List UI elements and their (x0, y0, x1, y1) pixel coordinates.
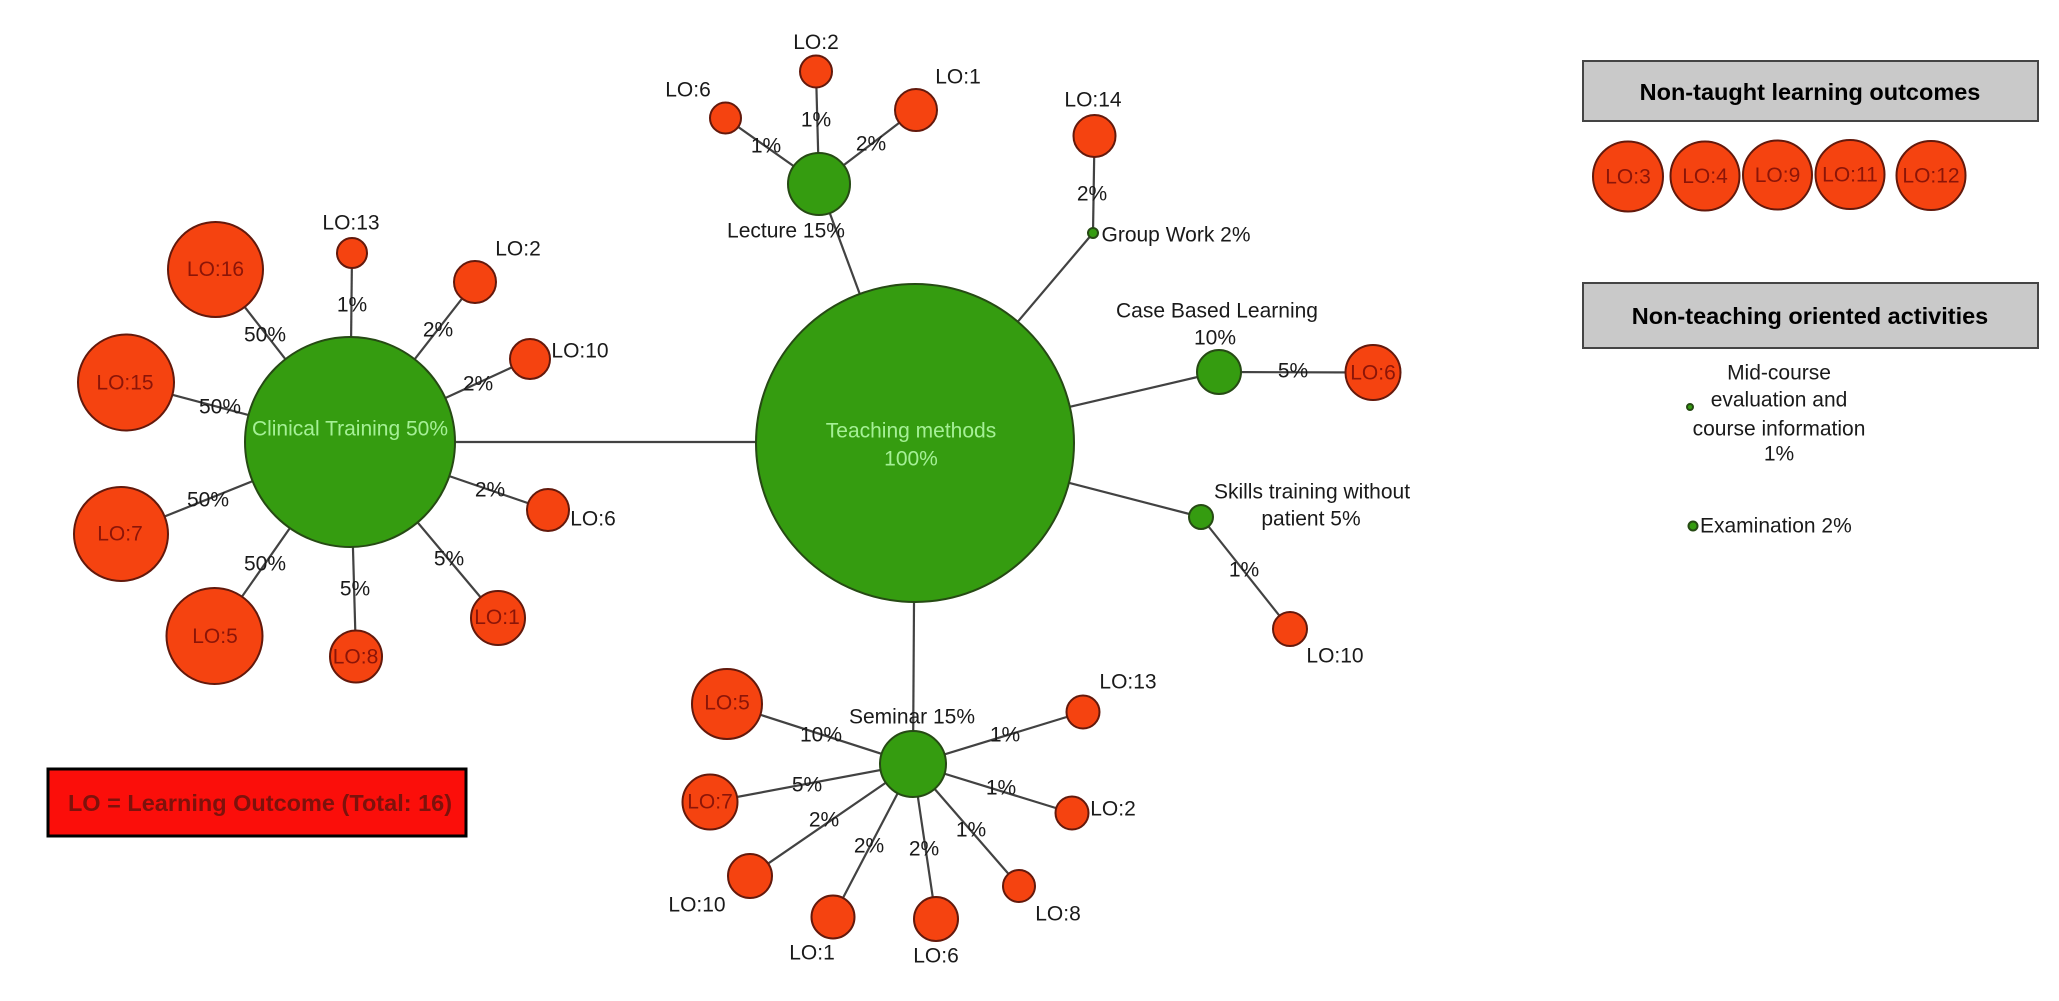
svg-text:1%: 1% (1229, 559, 1259, 582)
svg-text:Non-teaching oriented activiti: Non-teaching oriented activities (1632, 303, 1988, 329)
svg-text:LO:5: LO:5 (704, 692, 750, 715)
svg-text:Non-taught learning outcomes: Non-taught learning outcomes (1640, 79, 1981, 105)
svg-text:LO = Learning Outcome (Total:: LO = Learning Outcome (Total: 16) (68, 790, 452, 816)
svg-text:Seminar 15%: Seminar 15% (849, 706, 975, 729)
svg-text:2%: 2% (809, 809, 839, 832)
svg-text:LO:3: LO:3 (1605, 166, 1651, 189)
svg-text:LO:6: LO:6 (665, 79, 711, 102)
svg-text:LO:6: LO:6 (570, 508, 616, 531)
svg-text:Case Based Learning: Case Based Learning (1116, 300, 1318, 323)
svg-text:2%: 2% (909, 838, 939, 861)
svg-text:LO:10: LO:10 (551, 340, 608, 363)
svg-text:course information: course information (1693, 418, 1866, 441)
svg-text:10%: 10% (800, 724, 842, 747)
svg-text:2%: 2% (1077, 183, 1107, 206)
svg-text:2%: 2% (854, 835, 884, 858)
svg-text:LO:7: LO:7 (97, 523, 143, 546)
svg-text:5%: 5% (340, 578, 370, 601)
svg-text:LO:8: LO:8 (1035, 903, 1081, 926)
svg-text:LO:2: LO:2 (793, 31, 839, 54)
svg-text:evaluation and: evaluation and (1711, 389, 1848, 412)
svg-text:LO:6: LO:6 (1350, 362, 1396, 385)
svg-text:Teaching methods: Teaching methods (826, 420, 996, 443)
svg-text:5%: 5% (1278, 360, 1308, 383)
svg-text:2%: 2% (423, 319, 453, 342)
svg-text:LO:5: LO:5 (192, 625, 238, 648)
svg-text:Examination 2%: Examination 2% (1700, 515, 1852, 538)
svg-text:50%: 50% (187, 489, 229, 512)
svg-text:100%: 100% (884, 448, 938, 471)
svg-text:5%: 5% (434, 548, 464, 571)
svg-text:1%: 1% (751, 135, 781, 158)
svg-text:LO:9: LO:9 (1755, 164, 1801, 187)
svg-text:1%: 1% (956, 819, 986, 842)
svg-text:LO:1: LO:1 (935, 66, 981, 89)
svg-text:LO:10: LO:10 (668, 894, 725, 917)
svg-text:patient 5%: patient 5% (1261, 508, 1360, 531)
svg-text:LO:13: LO:13 (1099, 671, 1156, 694)
svg-text:LO:11: LO:11 (1822, 164, 1878, 187)
svg-text:1%: 1% (990, 724, 1020, 747)
svg-text:1%: 1% (986, 777, 1016, 800)
svg-text:50%: 50% (244, 324, 286, 347)
svg-text:Mid-course: Mid-course (1727, 362, 1831, 385)
svg-text:LO:6: LO:6 (913, 945, 959, 968)
svg-text:1%: 1% (801, 109, 831, 132)
svg-text:LO:16: LO:16 (187, 258, 244, 281)
svg-text:Lecture 15%: Lecture 15% (727, 220, 845, 243)
svg-text:2%: 2% (463, 373, 493, 396)
svg-text:LO:10: LO:10 (1306, 645, 1363, 668)
svg-text:10%: 10% (1194, 327, 1236, 350)
svg-text:50%: 50% (199, 396, 241, 419)
svg-text:Skills training without: Skills training without (1214, 481, 1410, 504)
svg-text:1%: 1% (337, 294, 367, 317)
svg-text:LO:1: LO:1 (474, 606, 520, 629)
svg-text:1%: 1% (1764, 443, 1794, 466)
svg-text:LO:1: LO:1 (789, 942, 835, 965)
svg-text:LO:4: LO:4 (1682, 165, 1728, 188)
svg-text:2%: 2% (475, 479, 505, 502)
svg-text:LO:14: LO:14 (1064, 89, 1122, 112)
svg-text:LO:7: LO:7 (687, 791, 733, 814)
svg-text:Clinical Training 50%: Clinical Training 50% (252, 418, 448, 441)
svg-text:LO:12: LO:12 (1902, 165, 1959, 188)
svg-text:LO:2: LO:2 (495, 238, 541, 261)
svg-text:Group Work 2%: Group Work 2% (1102, 224, 1251, 247)
svg-text:2%: 2% (856, 133, 886, 156)
svg-text:LO:13: LO:13 (322, 212, 379, 235)
svg-text:LO:15: LO:15 (96, 372, 153, 395)
svg-text:5%: 5% (792, 774, 822, 797)
svg-text:LO:2: LO:2 (1090, 798, 1136, 821)
svg-text:LO:8: LO:8 (333, 646, 379, 669)
svg-text:50%: 50% (244, 553, 286, 576)
